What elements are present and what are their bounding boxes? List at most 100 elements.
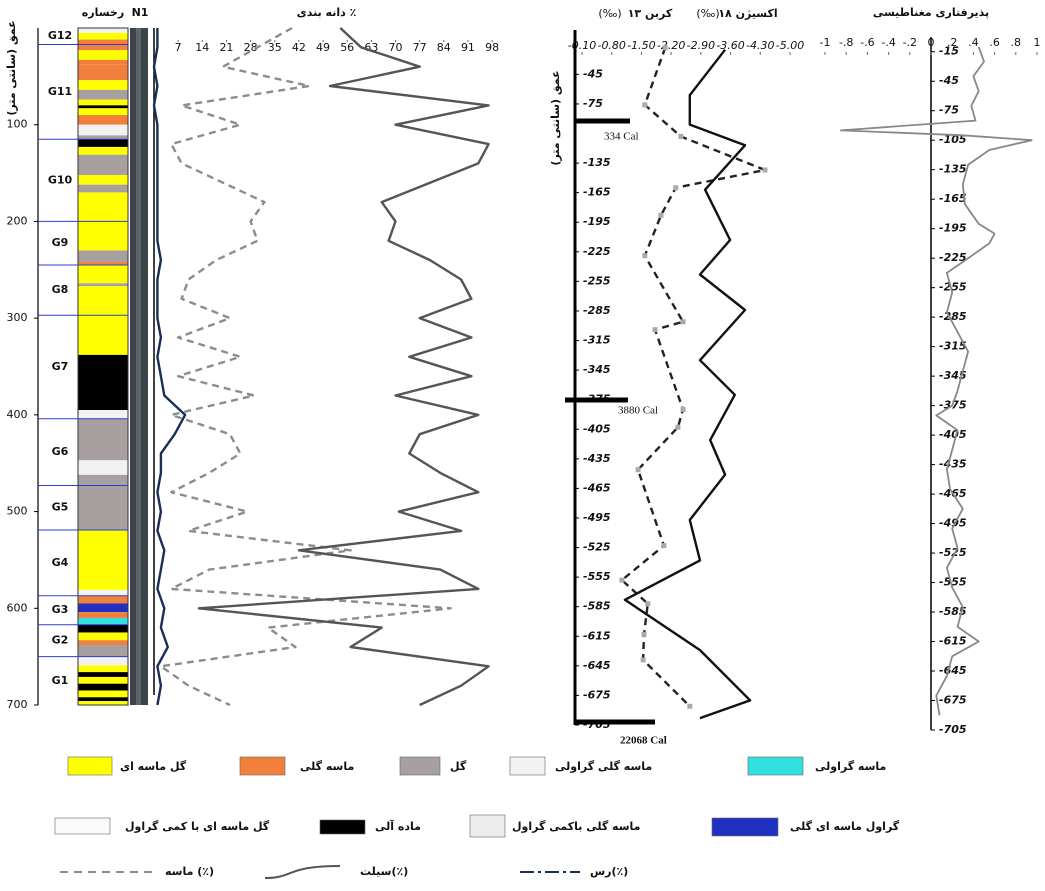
y-tick-label: -165 bbox=[583, 186, 611, 199]
x-tick-label: 56 bbox=[340, 41, 354, 54]
chart-title: دانه بندی ٪ bbox=[297, 6, 357, 19]
lithology-layer bbox=[78, 154, 128, 176]
series-unit: (‰) bbox=[696, 7, 719, 20]
series-line bbox=[620, 47, 767, 708]
lithology-layer bbox=[78, 264, 128, 284]
x-tick-label: -.8 bbox=[839, 36, 853, 49]
x-tick-label: 42 bbox=[292, 41, 306, 54]
lithology-layer bbox=[78, 262, 128, 265]
lithology-layer bbox=[78, 32, 128, 40]
strip-title: N1 bbox=[132, 6, 149, 19]
unit-label: G9 bbox=[52, 236, 69, 249]
series-name: کربن ۱۳ bbox=[628, 7, 673, 20]
legend-label: رس(٪) bbox=[590, 865, 628, 878]
x-tick-label: .2 bbox=[947, 36, 958, 49]
lithology-layer bbox=[78, 665, 128, 673]
x-tick-label: 98 bbox=[485, 41, 499, 54]
lithology-layer bbox=[78, 105, 128, 109]
y-tick-label: -555 bbox=[583, 570, 611, 583]
y-tick-label: 400 bbox=[7, 408, 28, 421]
y-tick-label: -135 bbox=[583, 156, 611, 169]
y-tick-label: -585 bbox=[583, 600, 611, 613]
point-marker bbox=[641, 631, 647, 637]
lithology-layer bbox=[78, 645, 128, 657]
lithology-layer bbox=[78, 146, 128, 155]
point-marker bbox=[680, 407, 686, 413]
dating-label: 22068 Cal bbox=[620, 735, 667, 747]
legend-label: سیلت(٪) bbox=[360, 865, 408, 878]
lithology-layer bbox=[78, 624, 128, 633]
y-tick-label: 700 bbox=[7, 698, 28, 711]
lithology-layer bbox=[78, 135, 128, 140]
series-line bbox=[197, 27, 490, 707]
y-tick-label: -405 bbox=[939, 428, 967, 441]
point-marker bbox=[652, 327, 658, 333]
lithology-layer bbox=[78, 139, 128, 147]
lithology-layer bbox=[78, 192, 128, 222]
legend-label: ماسه گلی bbox=[300, 760, 354, 773]
lithology-layer bbox=[78, 690, 128, 698]
lithology-layer bbox=[78, 589, 128, 596]
unit-label: G10 bbox=[48, 173, 73, 186]
lithology-layer bbox=[78, 108, 128, 116]
unit-label: G6 bbox=[52, 445, 69, 458]
point-marker bbox=[658, 212, 664, 218]
lithology-layer bbox=[78, 124, 128, 136]
lithology-layer bbox=[78, 59, 128, 65]
point-marker bbox=[642, 253, 648, 259]
y-tick-label: -495 bbox=[939, 517, 967, 530]
x-tick-label: 77 bbox=[413, 41, 427, 54]
y-tick-label: -285 bbox=[583, 304, 611, 317]
y-axis-label: عمق (سانتی متر) bbox=[549, 70, 562, 165]
y-tick-label: -525 bbox=[583, 541, 611, 554]
unit-label: G8 bbox=[52, 283, 69, 296]
unit-label: G3 bbox=[52, 603, 69, 616]
lithology-layer bbox=[78, 50, 128, 60]
lithology-layer bbox=[78, 595, 128, 604]
y-tick-label: -675 bbox=[939, 694, 967, 707]
series-name: اکسیژن ۱۸ bbox=[718, 7, 777, 20]
y-tick-label: -315 bbox=[939, 340, 967, 353]
y-tick-label: -435 bbox=[939, 458, 967, 471]
point-marker bbox=[635, 467, 641, 473]
y-tick-label: -615 bbox=[583, 629, 611, 642]
y-tick-label: -345 bbox=[583, 363, 611, 376]
unit-label: G11 bbox=[48, 85, 72, 98]
series-line bbox=[159, 26, 452, 707]
legend-label: ماسه (٪) bbox=[165, 865, 214, 878]
legend-label: گراول ماسه ای گلی bbox=[790, 820, 900, 833]
legend-label: ماسه گراولی bbox=[815, 760, 886, 773]
lithology-layer bbox=[78, 683, 128, 691]
n1-strip-shade bbox=[136, 28, 141, 705]
x-tick-label: -.2 bbox=[903, 36, 917, 49]
lithology-layer bbox=[78, 89, 128, 100]
x-tick-label: 49 bbox=[316, 41, 330, 54]
y-tick-label: -645 bbox=[939, 664, 967, 677]
column-title: رخساره bbox=[82, 6, 124, 19]
lithology-layer bbox=[78, 460, 128, 475]
lithology-layer bbox=[78, 221, 128, 251]
y-tick-label: -465 bbox=[583, 481, 611, 494]
dating-label: 334 Cal bbox=[604, 131, 639, 143]
y-tick-label: -525 bbox=[939, 546, 967, 559]
point-marker bbox=[762, 167, 768, 173]
point-marker bbox=[675, 424, 681, 430]
y-tick-label: -75 bbox=[583, 97, 603, 110]
legend-swatch bbox=[399, 756, 441, 776]
lithology-layer bbox=[78, 64, 128, 81]
lithology-layer bbox=[78, 418, 128, 461]
chart-title: پذیرفتاری مغناطیسی bbox=[873, 6, 989, 19]
legend-swatch bbox=[747, 756, 804, 776]
point-marker bbox=[619, 577, 625, 583]
unit-label: G12 bbox=[48, 29, 72, 42]
series-unit: (‰) bbox=[598, 7, 621, 20]
legend-swatch bbox=[319, 819, 366, 835]
x-tick-label: -2.90 bbox=[687, 39, 715, 52]
x-tick-label: .8 bbox=[1011, 36, 1022, 49]
x-tick-label: 7 bbox=[175, 41, 182, 54]
lithology-layer bbox=[78, 99, 128, 106]
lithology-layer bbox=[78, 175, 128, 185]
lithology-layer bbox=[78, 672, 128, 677]
y-tick-label: -405 bbox=[583, 422, 611, 435]
